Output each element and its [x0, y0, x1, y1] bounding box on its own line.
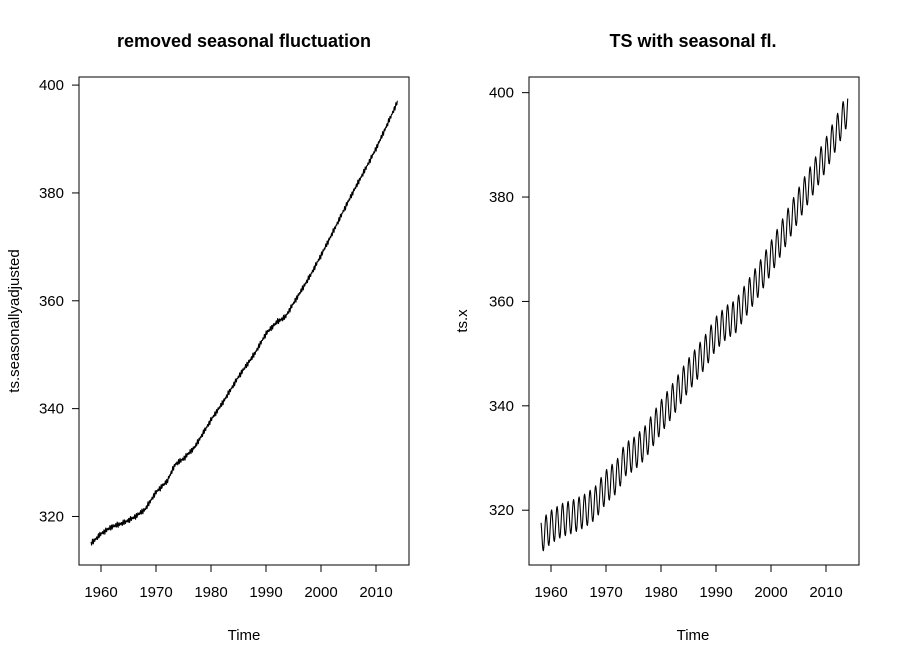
left-x-tick-label: 1980 [194, 584, 227, 601]
left-plot-area: 1960 1970 1980 1990 2000 2010 320 340 360 380 400 [39, 77, 398, 601]
left-x-axis-label: Time [228, 627, 261, 644]
right-x-tick-label: 2010 [809, 584, 842, 601]
left-y-tick-label: 320 [39, 508, 64, 525]
left-chart-title: removed seasonal fluctuation [117, 31, 371, 51]
left-y-axis-label: ts.seasonallyadjusted [6, 249, 23, 392]
left-y-tick-label: 360 [39, 293, 64, 310]
left-series-line [90, 100, 398, 546]
right-y-tick-label: 360 [489, 293, 514, 310]
right-plot-area: 1960 1970 1980 1990 2000 2010 320 340 360 380 400 [489, 85, 849, 601]
right-plot-frame [528, 76, 860, 566]
right-chart-title: TS with seasonal fl. [609, 31, 776, 51]
right-y-axis-label: ts.x [454, 309, 471, 333]
right-y-tick-label: 380 [489, 189, 514, 206]
right-y-tick-label: 340 [489, 398, 514, 415]
right-x-tick-label: 1990 [699, 584, 732, 601]
right-y-tick-label: 400 [489, 85, 514, 102]
right-series-line [540, 98, 849, 552]
left-panel: removed seasonal fluctuation 1960 1970 198… [6, 31, 410, 644]
left-x-tick-label: 1990 [249, 584, 282, 601]
right-panel: TS with seasonal fl. 1960 1970 1980 1990 200… [454, 31, 860, 644]
left-y-tick-label: 380 [39, 185, 64, 202]
left-plot-frame [78, 76, 410, 566]
left-x-tick-label: 2010 [359, 584, 392, 601]
right-x-tick-label: 1980 [644, 584, 677, 601]
left-x-tick-label: 2000 [304, 584, 337, 601]
right-y-tick-label: 320 [489, 502, 514, 519]
right-x-tick-label: 1970 [589, 584, 622, 601]
left-x-tick-label: 1960 [84, 584, 117, 601]
right-x-axis-label: Time [677, 627, 710, 644]
right-x-tick-label: 2000 [754, 584, 787, 601]
left-y-tick-label: 340 [39, 401, 64, 418]
right-x-tick-label: 1960 [534, 584, 567, 601]
left-x-tick-label: 1970 [139, 584, 172, 601]
left-y-tick-label: 400 [39, 77, 64, 94]
